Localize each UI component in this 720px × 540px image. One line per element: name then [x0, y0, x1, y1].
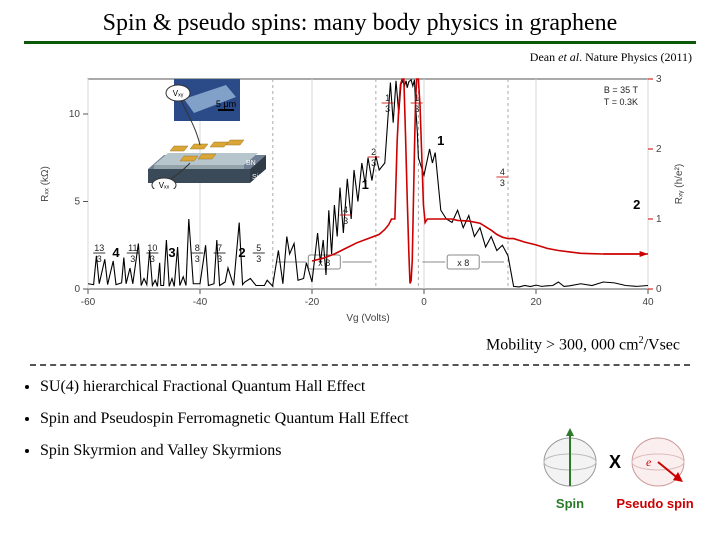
svg-text:10: 10: [147, 243, 157, 253]
spin-label: Spin: [556, 496, 584, 511]
svg-text:3: 3: [343, 216, 348, 226]
svg-text:2: 2: [656, 144, 662, 155]
main-chart: -60-40-2002040Vg (Volts)0510Rₓₓ (kΩ)0123…: [30, 69, 690, 329]
svg-text:4: 4: [112, 245, 120, 260]
pseudospin-label: Pseudo spin: [616, 496, 693, 511]
svg-text:7: 7: [217, 243, 222, 253]
list-item: SU(4) hierarchical Fractional Quantum Ha…: [40, 378, 540, 396]
svg-text:2: 2: [633, 197, 640, 212]
device-inset: 5 μm SiO2 BN Vₓᵧ Vₓₓ: [140, 79, 270, 189]
svg-text:3: 3: [195, 254, 200, 264]
svg-text:T = 0.3K: T = 0.3K: [604, 97, 638, 107]
svg-text:3: 3: [414, 104, 419, 114]
svg-text:1: 1: [414, 93, 419, 103]
svg-text:1: 1: [362, 177, 369, 192]
svg-text:40: 40: [642, 297, 654, 308]
svg-text:3: 3: [217, 254, 222, 264]
svg-text:Rₓᵧ (h/e²): Rₓᵧ (h/e²): [674, 164, 685, 204]
svg-text:-20: -20: [305, 297, 320, 308]
svg-text:5: 5: [256, 243, 261, 253]
svg-text:20: 20: [530, 297, 542, 308]
svg-text:2: 2: [371, 147, 376, 157]
svg-text:3: 3: [97, 254, 102, 264]
svg-text:1: 1: [656, 214, 662, 225]
svg-text:e: e: [646, 455, 652, 469]
mobility-pre: Mobility > 300, 000 cm: [486, 336, 639, 353]
svg-text:-60: -60: [81, 297, 96, 308]
svg-text:5: 5: [74, 197, 80, 208]
svg-text:5 μm: 5 μm: [216, 99, 236, 109]
svg-text:3: 3: [656, 74, 662, 85]
svg-text:3: 3: [256, 254, 261, 264]
bullet-list: SU(4) hierarchical Fractional Quantum Ha…: [40, 378, 540, 460]
svg-text:13: 13: [94, 243, 104, 253]
svg-text:B = 35 T: B = 35 T: [604, 85, 639, 95]
citation: Dean et al. Nature Physics (2011): [0, 50, 720, 65]
spin-diagram: Spin X e Pseudo spin: [530, 422, 700, 522]
svg-text:-40: -40: [193, 297, 208, 308]
citation-etal: et al: [558, 50, 579, 64]
citation-rest: . Nature Physics (2011): [579, 50, 692, 64]
dashed-separator: [30, 364, 690, 366]
list-item: Spin Skyrmion and Valley Skyrmions: [40, 442, 540, 460]
title-underline: [24, 41, 696, 44]
inset-svg: 5 μm SiO2 BN Vₓᵧ Vₓₓ: [140, 79, 270, 189]
svg-text:BN: BN: [246, 160, 256, 167]
page-title: Spin & pseudo spins: many body physics i…: [0, 0, 720, 41]
svg-text:2: 2: [238, 245, 245, 260]
svg-text:8: 8: [195, 243, 200, 253]
svg-text:11: 11: [128, 243, 137, 253]
svg-text:1: 1: [437, 133, 444, 148]
citation-authors: Dean: [530, 50, 555, 64]
svg-text:4: 4: [500, 167, 505, 177]
svg-text:SiO2: SiO2: [252, 174, 268, 181]
chart-svg: -60-40-2002040Vg (Volts)0510Rₓₓ (kΩ)0123…: [30, 69, 690, 329]
svg-text:4: 4: [343, 205, 348, 215]
svg-text:0: 0: [74, 284, 80, 295]
svg-text:3: 3: [130, 254, 135, 264]
svg-text:x 8: x 8: [457, 258, 469, 268]
mobility-text: Mobility > 300, 000 cm2/Vsec: [0, 335, 720, 354]
svg-text:3: 3: [371, 158, 376, 168]
svg-text:0: 0: [656, 284, 662, 295]
svg-text:3: 3: [500, 178, 505, 188]
svg-text:Vg (Volts): Vg (Volts): [346, 313, 389, 324]
svg-text:1: 1: [385, 93, 390, 103]
svg-text:Vₓₓ: Vₓₓ: [159, 181, 170, 189]
svg-text:10: 10: [69, 109, 81, 120]
mobility-post: /Vsec: [644, 336, 680, 353]
svg-text:Vₓᵧ: Vₓᵧ: [173, 89, 184, 98]
svg-text:3: 3: [385, 104, 390, 114]
svg-text:Rₓₓ (kΩ): Rₓₓ (kΩ): [40, 166, 51, 202]
cross-icon: X: [609, 452, 621, 472]
svg-text:0: 0: [421, 297, 427, 308]
list-item: Spin and Pseudospin Ferromagnetic Quantu…: [40, 410, 540, 428]
svg-text:3: 3: [150, 254, 155, 264]
svg-text:3: 3: [168, 245, 175, 260]
